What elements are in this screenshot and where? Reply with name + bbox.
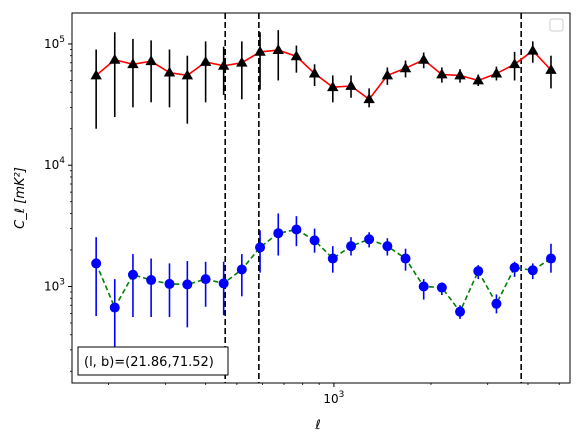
data-point-1-9: [255, 242, 266, 253]
data-point-0-25: [545, 63, 557, 74]
ticks: 103 104 105 103: [44, 35, 560, 406]
data-point-0-5: [181, 69, 194, 80]
y-tick-label-2: 105: [44, 35, 65, 51]
data-point-1-3: [146, 275, 157, 286]
data-point-0-16: [381, 69, 394, 80]
data-point-0-15: [363, 93, 375, 104]
data-point-1-10: [273, 228, 284, 239]
data-point-1-20: [455, 306, 466, 317]
data-point-0-1: [109, 53, 121, 64]
data-point-1-22: [491, 298, 502, 309]
x-tick-label-0: 103: [323, 390, 344, 406]
plot-area: [72, 13, 570, 383]
data-point-1-12: [309, 235, 320, 246]
data-point-1-1: [109, 302, 120, 313]
data-point-0-6: [199, 55, 212, 66]
data-point-0-0: [90, 69, 102, 80]
data-point-1-11: [291, 224, 302, 235]
plot-background: [72, 13, 570, 383]
axes: [71, 12, 571, 384]
data-point-1-14: [346, 241, 357, 252]
data-point-0-7: [217, 59, 230, 70]
series-group: [90, 30, 557, 360]
data-point-1-25: [545, 253, 556, 264]
data-point-1-2: [127, 269, 138, 280]
data-point-0-12: [308, 67, 321, 78]
plot-frame: [71, 12, 571, 384]
data-point-0-11: [290, 50, 303, 61]
series-line-1: [95, 228, 552, 314]
data-point-1-6: [200, 274, 211, 285]
data-point-0-18: [417, 53, 430, 64]
data-point-1-4: [164, 278, 175, 289]
data-point-1-5: [182, 279, 193, 290]
data-point-0-2: [127, 58, 139, 69]
y-tick-label-0: 103: [44, 277, 65, 293]
data-point-0-4: [163, 66, 176, 77]
data-point-1-18: [418, 281, 429, 292]
data-point-0-3: [145, 55, 157, 66]
data-point-0-21: [472, 74, 484, 85]
data-point-1-0: [91, 258, 102, 269]
data-point-1-16: [382, 241, 393, 252]
data-point-1-23: [509, 262, 520, 273]
data-point-1-19: [436, 282, 447, 293]
annotation-box: [77, 346, 229, 376]
y-axis-label: C_ℓ [mK²]: [13, 167, 28, 229]
x-axis-label: ℓ: [314, 418, 320, 433]
data-point-1-15: [364, 234, 375, 245]
data-point-0-23: [508, 58, 521, 69]
series-1: [91, 213, 556, 360]
data-point-1-13: [327, 253, 338, 264]
annotation-text: (l, b)=(21.86,71.52): [84, 355, 214, 370]
data-point-0-19: [436, 68, 448, 79]
data-point-0-14: [345, 80, 357, 90]
data-point-0-8: [236, 56, 248, 67]
data-point-0-24: [527, 44, 539, 55]
legend-box: [549, 18, 564, 32]
data-point-1-21: [473, 266, 484, 277]
data-point-0-20: [454, 69, 466, 80]
data-point-1-7: [218, 278, 229, 289]
data-point-0-10: [272, 44, 284, 54]
annotation: (l, b)=(21.86,71.52): [77, 346, 229, 376]
data-point-1-8: [236, 264, 247, 275]
legend: [549, 18, 564, 32]
data-point-0-9: [254, 45, 266, 56]
data-point-1-17: [400, 253, 411, 264]
y-tick-label-1: 104: [44, 156, 65, 172]
data-point-1-24: [527, 265, 538, 276]
data-point-0-13: [327, 81, 339, 92]
series-0: [90, 30, 557, 129]
data-point-0-17: [399, 62, 412, 73]
data-point-0-22: [490, 67, 503, 78]
vertical-lines: [224, 13, 522, 383]
